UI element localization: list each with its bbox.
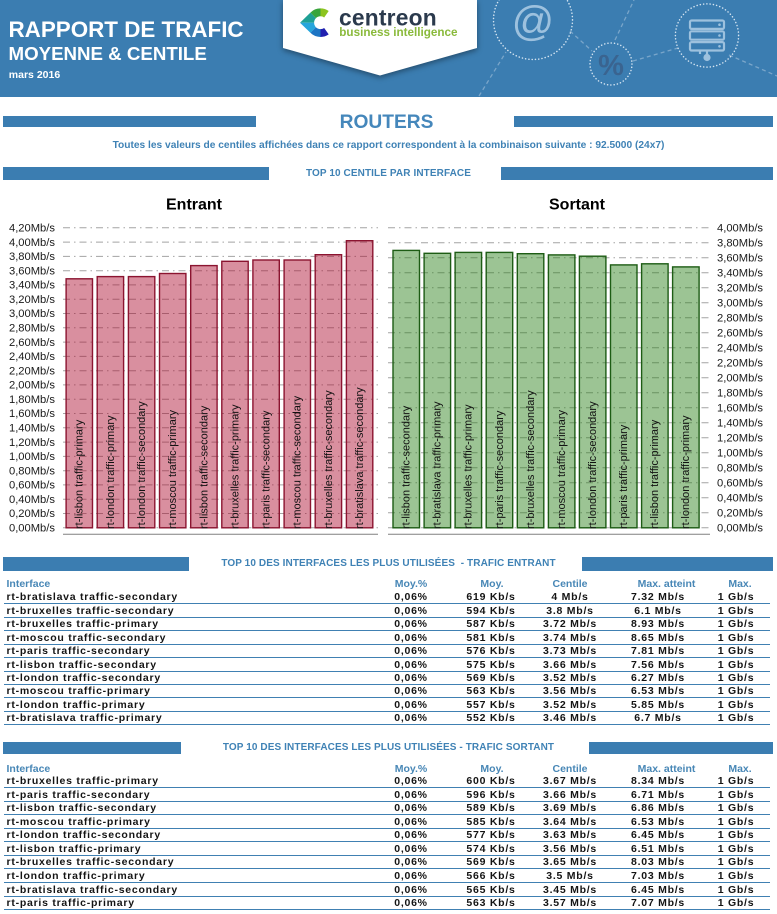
svg-text:0,00Mb/s: 0,00Mb/s xyxy=(9,523,55,535)
svg-text:3,40Mb/s: 3,40Mb/s xyxy=(9,280,55,292)
svg-text:rt-lisbon traffic-primary: rt-lisbon traffic-primary xyxy=(74,419,86,529)
svg-text:rt-london traffic-primary: rt-london traffic-primary xyxy=(105,415,117,529)
svg-text:rt-moscou traffic-primary: rt-moscou traffic-primary xyxy=(556,410,568,529)
svg-text:0,20Mb/s: 0,20Mb/s xyxy=(9,508,55,520)
svg-text:rt-lisbon traffic-primary: rt-lisbon traffic-primary xyxy=(649,419,661,529)
svg-text:2,80Mb/s: 2,80Mb/s xyxy=(9,323,55,335)
svg-text:1,60Mb/s: 1,60Mb/s xyxy=(717,403,763,415)
svg-text:2,00Mb/s: 2,00Mb/s xyxy=(717,373,763,385)
svg-text:rt-bratislava traffic-primary: rt-bratislava traffic-primary xyxy=(432,401,444,529)
svg-text:2,40Mb/s: 2,40Mb/s xyxy=(9,351,55,363)
svg-text:0,20Mb/s: 0,20Mb/s xyxy=(717,508,763,520)
svg-text:centreon: centreon xyxy=(339,5,437,31)
svg-text:0,60Mb/s: 0,60Mb/s xyxy=(717,478,763,490)
svg-text:2,20Mb/s: 2,20Mb/s xyxy=(717,358,763,370)
svg-text:rt-paris traffic-primary: rt-paris traffic-primary xyxy=(618,424,630,529)
svg-text:1,20Mb/s: 1,20Mb/s xyxy=(9,437,55,449)
svg-text:1,20Mb/s: 1,20Mb/s xyxy=(717,433,763,445)
svg-text:rt-bruxelles traffic-secondary: rt-bruxelles traffic-secondary xyxy=(323,390,335,529)
svg-text:rt-lisbon traffic-secondary: rt-lisbon traffic-secondary xyxy=(198,405,210,529)
svg-text:3,80Mb/s: 3,80Mb/s xyxy=(717,238,763,250)
svg-text:2,20Mb/s: 2,20Mb/s xyxy=(9,365,55,377)
svg-text:2,40Mb/s: 2,40Mb/s xyxy=(717,343,763,355)
svg-text:3,80Mb/s: 3,80Mb/s xyxy=(9,251,55,263)
svg-text:0,00Mb/s: 0,00Mb/s xyxy=(717,523,763,535)
svg-text:1,00Mb/s: 1,00Mb/s xyxy=(9,451,55,463)
svg-text:Entrant: Entrant xyxy=(166,197,223,214)
svg-text:rt-bruxelles traffic-primary: rt-bruxelles traffic-primary xyxy=(229,404,241,529)
svg-text:rt-paris traffic-secondary: rt-paris traffic-secondary xyxy=(494,410,506,529)
svg-text:0,40Mb/s: 0,40Mb/s xyxy=(9,494,55,506)
svg-text:3,20Mb/s: 3,20Mb/s xyxy=(9,294,55,306)
svg-text:0,60Mb/s: 0,60Mb/s xyxy=(9,480,55,492)
svg-text:3,00Mb/s: 3,00Mb/s xyxy=(717,298,763,310)
svg-text:3,40Mb/s: 3,40Mb/s xyxy=(717,268,763,280)
svg-text:1,80Mb/s: 1,80Mb/s xyxy=(717,388,763,400)
svg-text:0,80Mb/s: 0,80Mb/s xyxy=(9,465,55,477)
svg-text:1,00Mb/s: 1,00Mb/s xyxy=(717,448,763,460)
svg-text:%: % xyxy=(598,50,624,82)
svg-text:rt-bruxelles traffic-primary: rt-bruxelles traffic-primary xyxy=(463,404,475,529)
svg-text:rt-moscou traffic-secondary: rt-moscou traffic-secondary xyxy=(292,395,304,529)
svg-text:rt-lisbon traffic-secondary: rt-lisbon traffic-secondary xyxy=(401,405,413,529)
svg-text:2,60Mb/s: 2,60Mb/s xyxy=(9,337,55,349)
svg-text:business intelligence: business intelligence xyxy=(339,26,458,39)
svg-text:4,20Mb/s: 4,20Mb/s xyxy=(9,223,55,235)
svg-text:rt-bruxelles traffic-secondary: rt-bruxelles traffic-secondary xyxy=(525,390,537,529)
svg-text:2,60Mb/s: 2,60Mb/s xyxy=(717,328,763,340)
svg-text:1,40Mb/s: 1,40Mb/s xyxy=(9,423,55,435)
svg-text:@: @ xyxy=(512,0,555,45)
svg-text:4,00Mb/s: 4,00Mb/s xyxy=(717,223,763,235)
svg-text:3,60Mb/s: 3,60Mb/s xyxy=(9,265,55,277)
svg-text:1,80Mb/s: 1,80Mb/s xyxy=(9,394,55,406)
svg-text:2,00Mb/s: 2,00Mb/s xyxy=(9,380,55,392)
svg-text:0,40Mb/s: 0,40Mb/s xyxy=(717,493,763,505)
svg-text:4,00Mb/s: 4,00Mb/s xyxy=(9,237,55,249)
svg-text:rt-london traffic-secondary: rt-london traffic-secondary xyxy=(587,401,599,529)
svg-text:Sortant: Sortant xyxy=(549,197,606,214)
svg-text:3,20Mb/s: 3,20Mb/s xyxy=(717,283,763,295)
svg-text:rt-paris traffic-secondary: rt-paris traffic-secondary xyxy=(261,410,273,529)
svg-text:1,40Mb/s: 1,40Mb/s xyxy=(717,418,763,430)
svg-text:0,80Mb/s: 0,80Mb/s xyxy=(717,463,763,475)
svg-text:3,60Mb/s: 3,60Mb/s xyxy=(717,253,763,265)
svg-text:rt-bratislava traffic-secondar: rt-bratislava traffic-secondary xyxy=(354,387,366,529)
svg-text:rt-london traffic-primary: rt-london traffic-primary xyxy=(680,415,692,529)
svg-text:1,60Mb/s: 1,60Mb/s xyxy=(9,408,55,420)
svg-text:3,00Mb/s: 3,00Mb/s xyxy=(9,308,55,320)
svg-text:rt-london traffic-secondary: rt-london traffic-secondary xyxy=(136,401,148,529)
svg-text:rt-moscou traffic-primary: rt-moscou traffic-primary xyxy=(167,410,179,529)
svg-text:2,80Mb/s: 2,80Mb/s xyxy=(717,313,763,325)
